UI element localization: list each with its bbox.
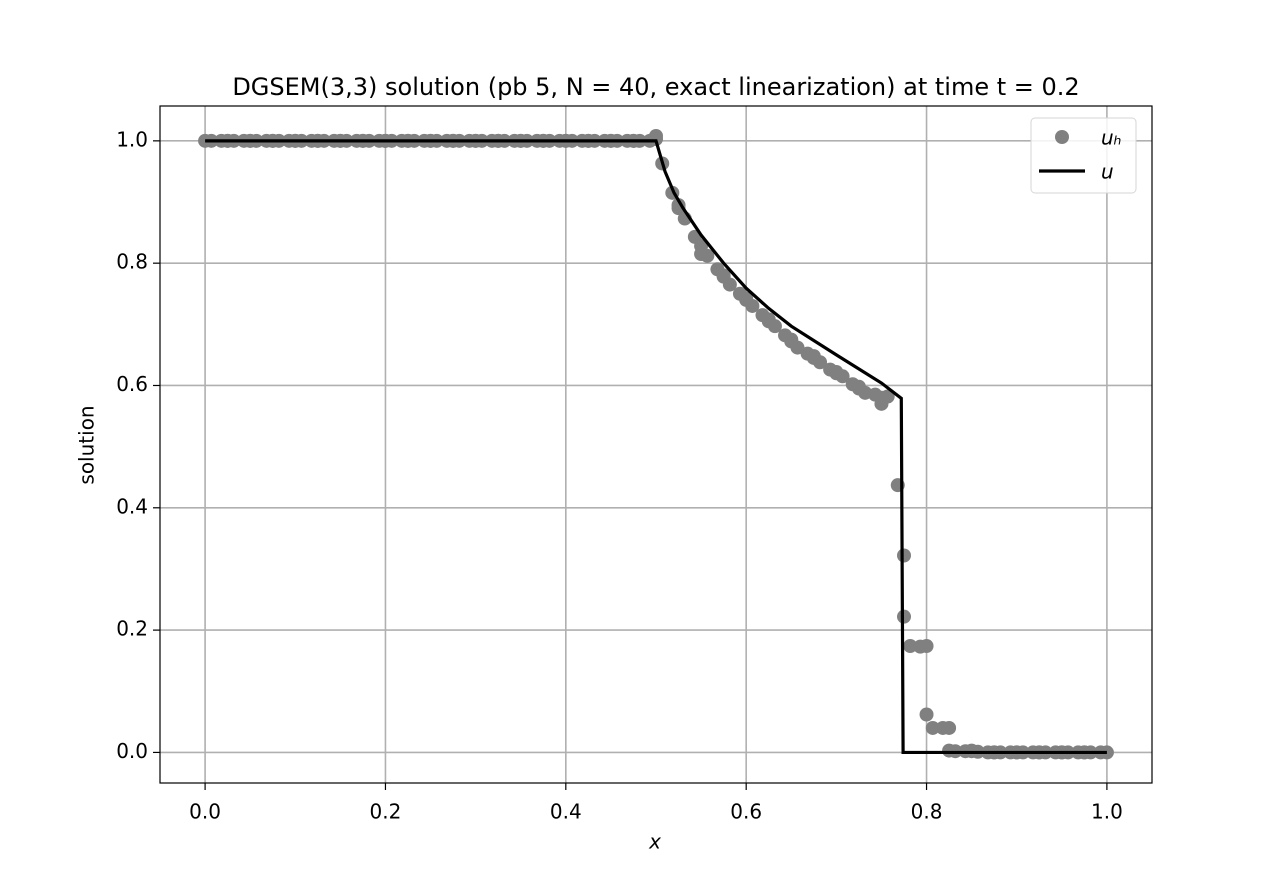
y-tick-label: 0.4 [116,494,148,518]
data-point [880,389,895,404]
data-point [813,355,828,370]
x-tick-label: 1.0 [1091,800,1123,824]
y-tick-label: 0.8 [116,250,148,274]
data-point [942,720,957,735]
data-point [767,319,782,334]
series-line [205,139,1107,755]
data-point [835,369,850,384]
data-point [903,639,918,654]
data-point [919,707,934,722]
data-point [790,340,805,355]
x-tick-label: 0.8 [911,800,943,824]
data-point [649,132,663,147]
data-point [700,248,715,263]
y-tick-label: 0.6 [116,372,148,396]
legend-label: uₕ [1101,126,1122,150]
x-tick-label: 0.2 [370,800,402,824]
y-tick-label: 0.0 [116,739,148,763]
legend: uₕ u [1030,117,1137,194]
data-point [897,548,911,563]
plot [198,128,1114,760]
plot-frame [159,105,1153,784]
y-axis-label: solution [75,405,99,484]
x-tick-label: 0.4 [550,800,582,824]
legend-label: u [1101,160,1114,184]
data-point [722,277,737,292]
x-tick-label: 0.0 [189,800,221,824]
grid: 0.0 0.2 0.4 0.6 0.8 1.0 0.0 0.2 0.4 0.6 0.8 1.0 [116,106,1152,824]
data-point [925,720,940,735]
x-tick-label: 0.6 [730,800,762,824]
x-axis-label: x [648,830,661,854]
legend-marker [1055,130,1069,144]
chart-title: DGSEM(3,3) solution (pb 5, N = 40, exact… [232,73,1079,101]
y-tick-label: 1.0 [116,127,148,151]
data-point [745,298,760,313]
data-point [919,639,934,654]
y-tick-label: 0.2 [116,617,148,641]
